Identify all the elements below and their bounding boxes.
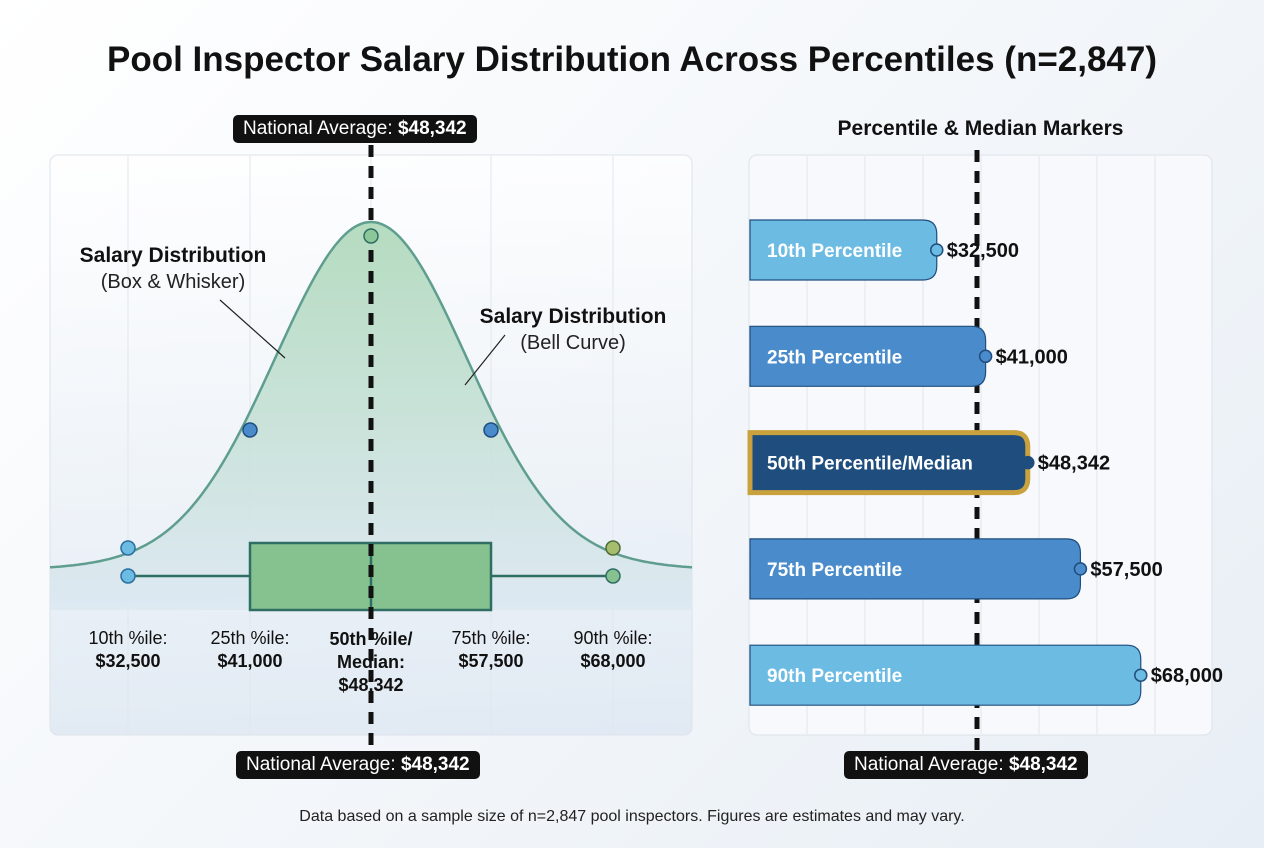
stat-value: $57,500 bbox=[458, 651, 523, 671]
stat-label: 25th %ile: bbox=[210, 628, 289, 648]
annotation-box-subtitle: (Box & Whisker) bbox=[101, 271, 245, 293]
bar-value-label: $68,000 bbox=[1151, 665, 1223, 687]
chart-title: Pool Inspector Salary Distribution Acros… bbox=[106, 40, 1158, 79]
bar-end-point bbox=[1073, 562, 1088, 576]
national-average-label-bottom-right: National Average: $48,342 bbox=[844, 751, 1088, 779]
bell-curve-line bbox=[49, 220, 693, 569]
stat-value: $41,000 bbox=[217, 651, 282, 671]
annotation-box-title: Salary Distribution bbox=[80, 244, 267, 267]
bar bbox=[749, 644, 1142, 706]
curve-point bbox=[242, 422, 258, 438]
bar-value-label: $48,342 bbox=[1038, 453, 1110, 475]
bar-end-point bbox=[978, 349, 993, 364]
stat-label: 75th %ile: bbox=[451, 628, 530, 648]
bar bbox=[749, 538, 1082, 600]
annotation-leader bbox=[464, 334, 506, 386]
bar-label: 90th Percentile bbox=[767, 666, 902, 687]
national-average-label-top: National Average: $48,342 bbox=[233, 115, 477, 143]
bar-value-label: $41,000 bbox=[996, 346, 1068, 368]
curve-point bbox=[483, 422, 499, 438]
stat-label: 90th %ile: bbox=[573, 628, 652, 648]
bar-label: 75th Percentile bbox=[767, 560, 902, 581]
whisker-end-point bbox=[605, 568, 621, 584]
bar-value-label: $57,500 bbox=[1090, 559, 1162, 581]
bar-value-label: $32,500 bbox=[947, 240, 1019, 262]
annotation-curve-subtitle: (Bell Curve) bbox=[520, 332, 626, 354]
bell-curve-area bbox=[50, 222, 692, 610]
stat-label: 10th %ile: bbox=[88, 628, 167, 648]
bar-end-point bbox=[1134, 668, 1148, 682]
stat-value: $32,500 bbox=[95, 651, 160, 671]
right-panel-title: Percentile & Median Markers bbox=[837, 117, 1124, 140]
bar bbox=[747, 430, 1031, 496]
curve-point bbox=[120, 540, 136, 556]
footnote: Data based on a sample size of n=2,847 p… bbox=[299, 808, 965, 825]
national-average-label-bottom-left: National Average: $48,342 bbox=[236, 751, 480, 779]
curve-peak-point bbox=[363, 228, 379, 244]
annotation-leader bbox=[219, 299, 286, 359]
bar bbox=[749, 325, 987, 387]
bar-end-point bbox=[930, 243, 944, 257]
bar bbox=[749, 219, 938, 281]
stat-value: $68,000 bbox=[580, 651, 645, 671]
annotation-curve-title: Salary Distribution bbox=[480, 305, 667, 328]
bar-label: 50th Percentile/Median bbox=[767, 454, 973, 475]
stat-value: $48,342 bbox=[338, 675, 403, 695]
bar-end-point bbox=[1021, 455, 1035, 470]
whisker-end-point bbox=[120, 568, 136, 584]
bar-label: 10th Percentile bbox=[767, 241, 902, 262]
curve-point bbox=[605, 540, 621, 556]
stat-label-median: 50th %ile/ Median: bbox=[329, 629, 413, 672]
bar-label: 25th Percentile bbox=[767, 347, 902, 368]
